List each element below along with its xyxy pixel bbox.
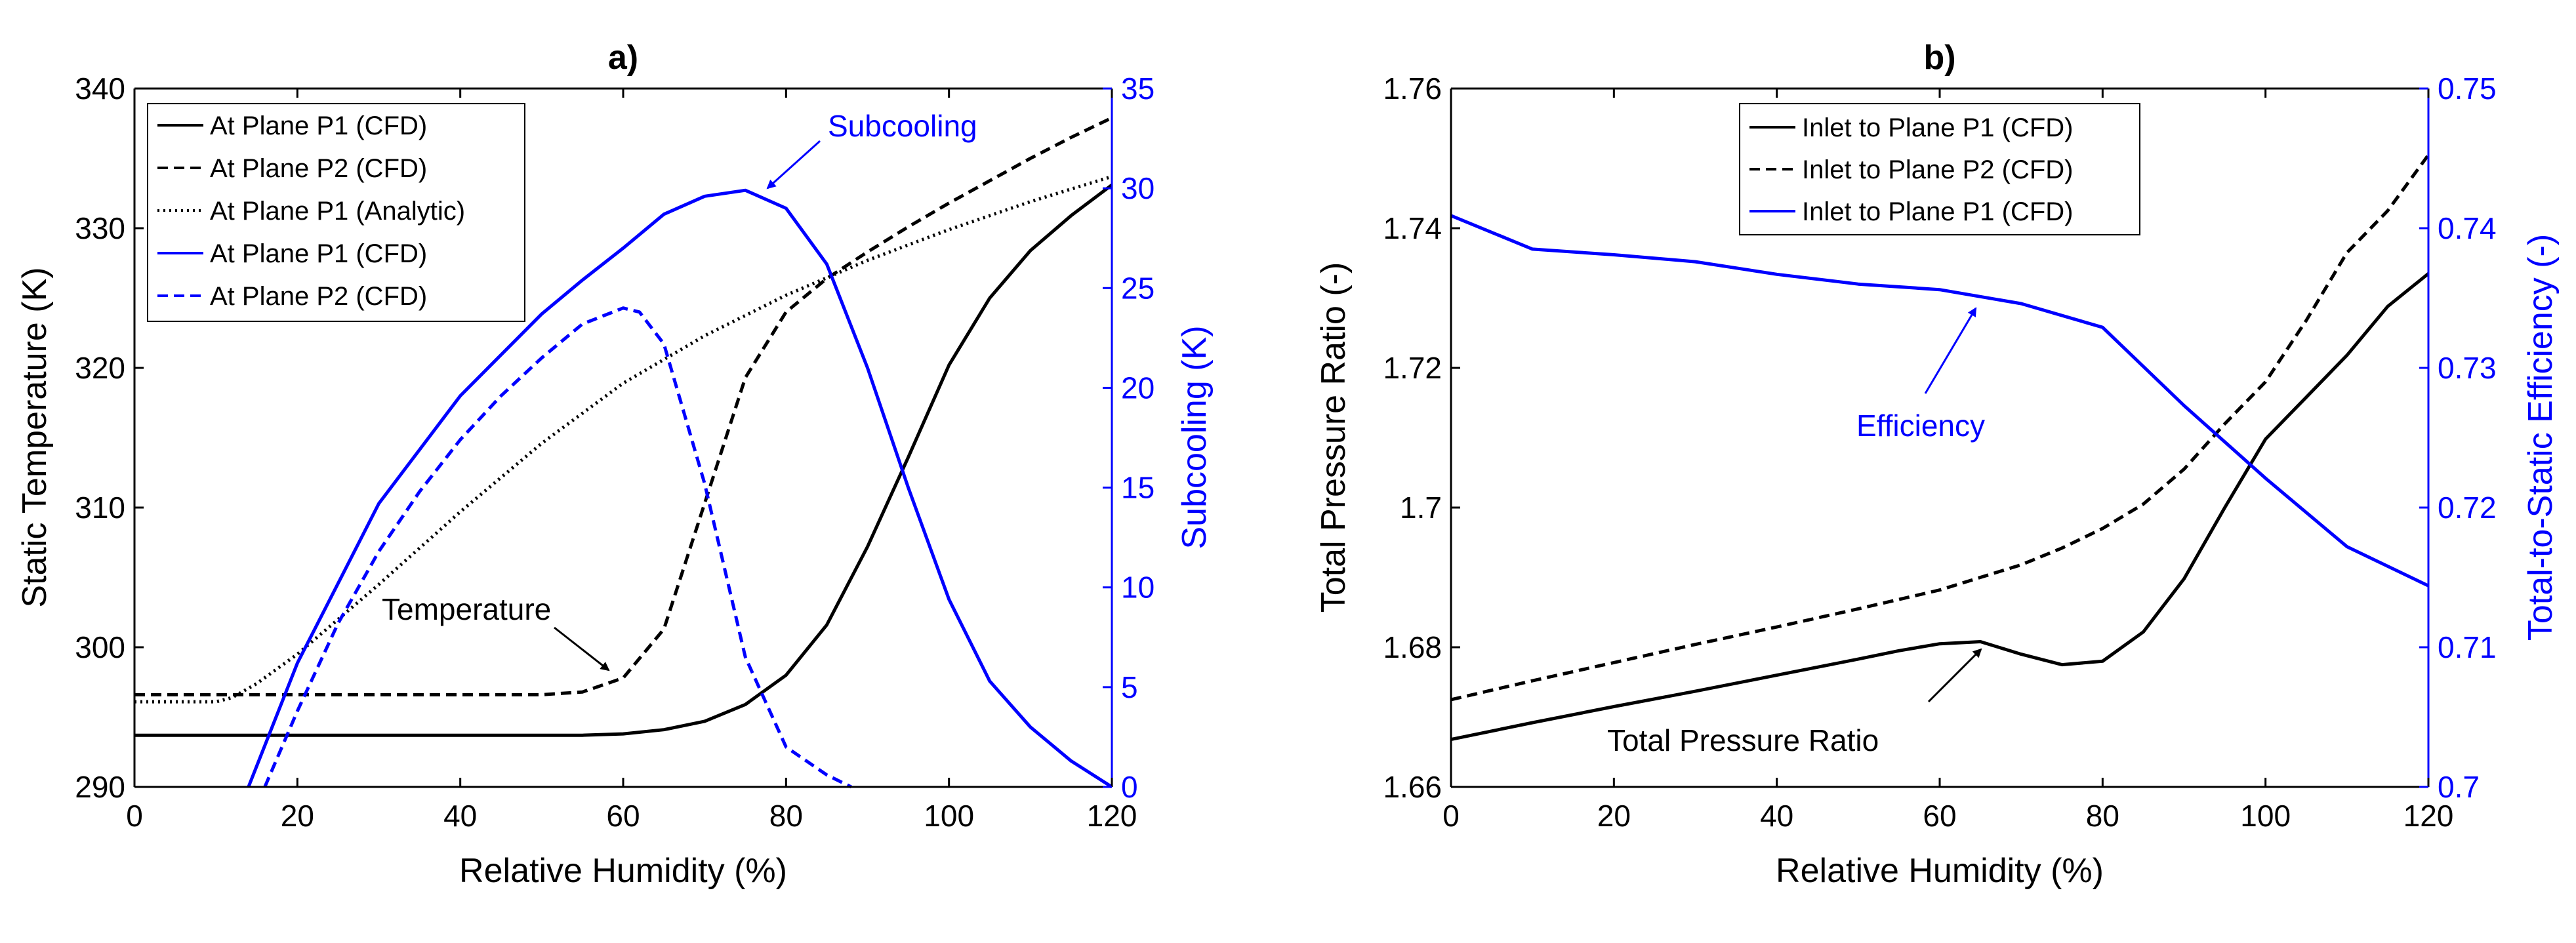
- panel-b-xtick-label: 0: [1442, 799, 1460, 833]
- panel-b-legend: Inlet to Plane P1 (CFD) Inlet to Plane P…: [1739, 103, 2140, 235]
- panel-a-subcooling-label: Subcooling: [828, 109, 977, 143]
- panel-a-ticks: 0 20 40 60 80 100 120 290 300 310 320 330 340 0 5 10 15 2…: [75, 71, 1155, 833]
- panel-a-ytick-right-label: 10: [1121, 571, 1155, 605]
- panel-a-ytick-right-label: 25: [1121, 271, 1155, 305]
- panel-a-ytick-right-label: 15: [1121, 471, 1155, 505]
- panel-a-legend-label: At Plane P2 (CFD): [210, 154, 427, 183]
- panel-a-ytick-left-label: 340: [75, 71, 125, 106]
- panel-b-legend-item: Inlet to Plane P2 (CFD): [1749, 155, 2074, 184]
- panel-b-series-line: [1450, 272, 2430, 742]
- panel-a-ytick-right-label: 20: [1121, 371, 1155, 405]
- panel-b-annotations: Efficiency Total Pressure Ratio: [1607, 307, 1985, 757]
- panel-a-ytick-left-label: 320: [75, 351, 125, 385]
- panel-a-temperature-arrow: [554, 626, 610, 672]
- panel-a-legend-item: At Plane P1 (Analytic): [157, 197, 465, 226]
- panel-a-ytick-left-label: 290: [75, 770, 125, 804]
- panel-b-xtick-label: 60: [1923, 799, 1956, 833]
- panel-a-xlabel: Relative Humidity (%): [459, 852, 787, 890]
- panel-b-title: b): [1923, 39, 1955, 77]
- panel-a-xtick-label: 40: [443, 799, 477, 833]
- panel-b-series: [1450, 153, 2430, 742]
- panel-b-efficiency-label: Efficiency: [1856, 409, 1985, 443]
- panel-a-xtick-label: 60: [606, 799, 640, 833]
- panel-b-ytick-right-label: 0.7: [2438, 770, 2480, 804]
- panel-b-ticks: 0 20 40 60 80 100 120 1.66 1.68 1.7 1.72 1.74 1.76 0.…: [1383, 71, 2496, 833]
- panel-a-series-line: [247, 188, 1113, 789]
- panel-a-annotations: Subcooling Temperature: [382, 109, 977, 672]
- panel-a-legend-item: At Plane P2 (CFD): [157, 282, 427, 311]
- panel-b-ytick-right-label: 0.71: [2438, 630, 2497, 664]
- panel-a-xtick-label: 80: [769, 799, 803, 833]
- panel-b-legend-label: Inlet to Plane P1 (CFD): [1802, 197, 2074, 226]
- panel-a-legend-label: At Plane P1 (CFD): [210, 111, 427, 140]
- panel-a-ytick-right-label: 0: [1121, 770, 1138, 804]
- panel-a-series-line: [134, 174, 1113, 704]
- panel-b-ytick-left-label: 1.68: [1383, 630, 1442, 664]
- panel-b-ytick-left-label: 1.66: [1383, 770, 1442, 804]
- panel-a-series-line: [134, 184, 1113, 737]
- panel-b-pressure-ratio-arrow: [1927, 648, 1982, 703]
- panel-a-xtick-label: 100: [924, 799, 974, 833]
- panel-a: a) Subcooling Temperature 0 20 40 60 80 100 12…: [16, 39, 1214, 890]
- panel-b-legend-item: Inlet to Plane P1 (CFD): [1749, 197, 2074, 226]
- panel-a-legend-item: At Plane P1 (CFD): [157, 239, 427, 268]
- panel-b-series-line: [1450, 214, 2430, 588]
- panel-a-ylabel-left: Static Temperature (K): [16, 267, 54, 607]
- panel-b-ylabel-left: Total Pressure Ratio (-): [1315, 262, 1353, 613]
- panel-a-legend-label: At Plane P1 (CFD): [210, 239, 427, 268]
- panel-a-temperature-label: Temperature: [382, 592, 551, 626]
- panel-b-ytick-right-label: 0.74: [2438, 211, 2497, 245]
- panel-b-ytick-left-label: 1.72: [1383, 351, 1442, 385]
- panel-b-ytick-left-label: 1.7: [1400, 491, 1442, 525]
- panel-a-ytick-right-label: 30: [1121, 171, 1155, 205]
- panel-b-xtick-label: 120: [2403, 799, 2454, 833]
- panel-b-ytick-left-label: 1.74: [1383, 211, 1442, 245]
- panel-a-ytick-right-label: 35: [1121, 71, 1155, 106]
- panel-b: b) Efficiency Total Pressure Ratio 0 20 40…: [1315, 39, 2560, 890]
- panel-a-series-line: [263, 306, 852, 789]
- panel-a-ytick-right-label: 5: [1121, 670, 1138, 704]
- panel-b-legend-item: Inlet to Plane P1 (CFD): [1749, 113, 2074, 142]
- panel-a-ytick-left-label: 300: [75, 630, 125, 664]
- panel-b-series-line: [1450, 153, 2430, 702]
- panel-a-legend: At Plane P1 (CFD) At Plane P2 (CFD) At P…: [147, 103, 525, 322]
- panel-b-ytick-right-label: 0.72: [2438, 491, 2497, 525]
- panel-b-legend-box: [1739, 103, 2140, 235]
- panel-a-legend-label: At Plane P1 (Analytic): [210, 197, 465, 226]
- panel-b-xtick-label: 100: [2240, 799, 2291, 833]
- panel-a-legend-label: At Plane P2 (CFD): [210, 282, 427, 311]
- panel-a-ylabel-right: Subcooling (K): [1176, 325, 1214, 549]
- panel-a-ytick-left-label: 330: [75, 211, 125, 245]
- panel-b-pressure-ratio-label: Total Pressure Ratio: [1607, 723, 1879, 757]
- panel-a-subcooling-arrow: [766, 140, 821, 190]
- panel-b-ylabel-right: Total-to-Static Efficiency (-): [2522, 234, 2560, 641]
- panel-b-legend-label: Inlet to Plane P2 (CFD): [1802, 155, 2074, 184]
- panel-b-efficiency-arrow: [1924, 307, 1977, 394]
- panel-b-xtick-label: 40: [1760, 799, 1793, 833]
- panel-a-legend-item: At Plane P1 (CFD): [157, 111, 427, 140]
- panel-b-ytick-right-label: 0.75: [2438, 71, 2497, 106]
- panel-b-legend-label: Inlet to Plane P1 (CFD): [1802, 113, 2074, 142]
- panel-a-legend-item: At Plane P2 (CFD): [157, 154, 427, 183]
- panel-a-series: [134, 116, 1113, 789]
- panel-a-legend-box: [147, 103, 525, 322]
- panel-b-xlabel: Relative Humidity (%): [1776, 852, 2104, 890]
- panel-a-ytick-left-label: 310: [75, 491, 125, 525]
- panel-b-ytick-left-label: 1.76: [1383, 71, 1442, 106]
- panel-a-xtick-label: 120: [1087, 799, 1137, 833]
- panel-a-title: a): [608, 39, 638, 77]
- panel-a-xtick-label: 0: [126, 799, 143, 833]
- panel-b-xtick-label: 20: [1597, 799, 1631, 833]
- panel-b-xtick-label: 80: [2086, 799, 2119, 833]
- panel-a-xtick-label: 20: [281, 799, 314, 833]
- panel-b-ytick-right-label: 0.73: [2438, 351, 2497, 385]
